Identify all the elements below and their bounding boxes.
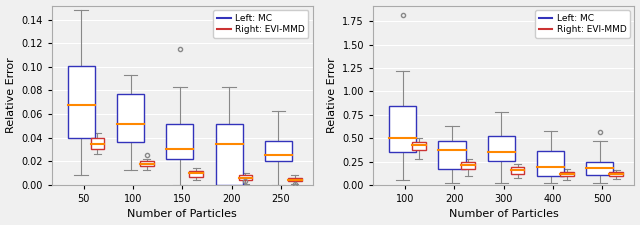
Bar — [68, 66, 95, 138]
Bar — [265, 141, 292, 161]
Bar — [140, 161, 154, 166]
X-axis label: Number of Particles: Number of Particles — [449, 209, 559, 219]
Bar — [389, 106, 416, 152]
Bar — [537, 151, 564, 176]
X-axis label: Number of Particles: Number of Particles — [127, 209, 237, 219]
Bar — [560, 172, 574, 176]
Bar — [239, 176, 252, 180]
Bar — [511, 167, 524, 174]
Legend: Left: MC, Right: EVI-MMD: Left: MC, Right: EVI-MMD — [535, 10, 630, 38]
Bar — [412, 142, 426, 150]
Legend: Left: MC, Right: EVI-MMD: Left: MC, Right: EVI-MMD — [214, 10, 308, 38]
Bar — [438, 141, 465, 169]
Bar — [586, 162, 614, 175]
Bar — [288, 178, 301, 181]
Y-axis label: Relative Error: Relative Error — [6, 57, 15, 133]
Bar — [189, 171, 203, 177]
Bar — [216, 124, 243, 185]
Bar — [166, 124, 193, 159]
Bar — [117, 94, 144, 142]
Y-axis label: Relative Error: Relative Error — [327, 57, 337, 133]
Bar — [609, 172, 623, 176]
Bar — [488, 136, 515, 161]
Bar — [91, 138, 104, 149]
Bar — [461, 162, 475, 169]
